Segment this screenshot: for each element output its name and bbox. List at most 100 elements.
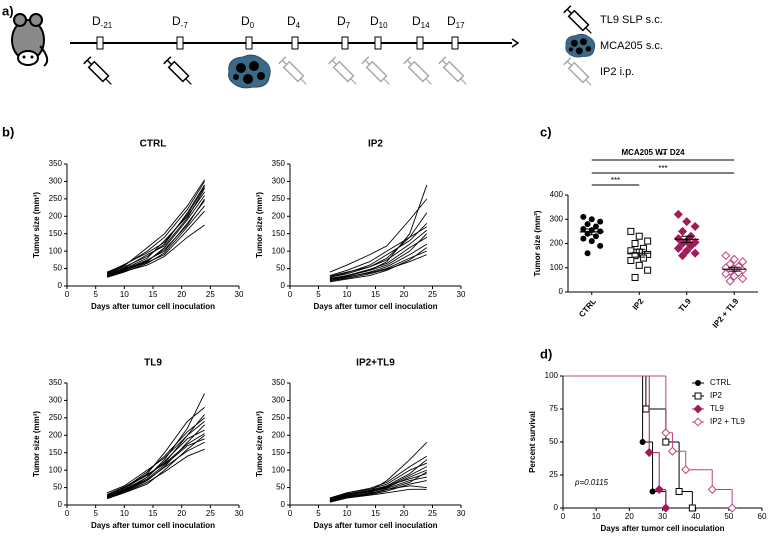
- day-label-sub: 7: [346, 21, 351, 30]
- marker: [682, 246, 692, 256]
- tumor-cell: [575, 47, 583, 55]
- y-tick-label: 100: [272, 246, 286, 255]
- legend-label: CTRL: [710, 378, 731, 387]
- x-tick-label: 40: [691, 512, 700, 521]
- day-label-base: D: [172, 14, 181, 28]
- growth-line: [106, 441, 205, 498]
- syringe-needle: [585, 27, 592, 34]
- legend-label: IP2 + TL9: [710, 417, 745, 426]
- syringe-plunger: [406, 59, 413, 66]
- marker: [694, 392, 702, 400]
- growth-line: [106, 393, 206, 499]
- x-tick-label: 5: [316, 290, 321, 299]
- syringe-needle: [185, 78, 192, 85]
- syringe-barrel: [87, 60, 110, 83]
- day-label-sub: -7: [181, 21, 189, 30]
- marker: [639, 254, 647, 262]
- panel-label: d): [540, 346, 552, 361]
- marker: [661, 503, 671, 513]
- syringe-plunger: [86, 59, 93, 66]
- marker: [644, 237, 652, 245]
- growth-line: [329, 222, 428, 278]
- day-label: D0: [241, 14, 255, 30]
- timeline-tick: [416, 36, 424, 50]
- marker: [597, 242, 604, 249]
- syringe-needle: [300, 78, 307, 85]
- y-tick-label: 300: [49, 177, 63, 186]
- chart-title: IP2: [368, 139, 383, 150]
- day-label-base: D: [337, 14, 346, 28]
- y-tick-label: 100: [545, 371, 559, 380]
- growth-line: [106, 414, 205, 495]
- marker: [686, 241, 696, 251]
- growth-line: [106, 420, 205, 494]
- tumor-cell: [236, 63, 246, 73]
- syringe-plunger: [166, 59, 173, 66]
- syringe-icon: [438, 56, 467, 85]
- day-label-base: D: [447, 14, 456, 28]
- y-axis-label: Percent survival: [528, 411, 537, 473]
- x-tick-label: 20: [625, 512, 634, 521]
- growth-line: [106, 417, 205, 496]
- syringe-plunger: [566, 60, 573, 67]
- marker: [738, 274, 748, 284]
- timeline-tick: [374, 36, 382, 50]
- y-tick-label: 250: [272, 413, 286, 422]
- significance-label: **: [660, 151, 666, 160]
- tumor-icon: [228, 54, 271, 89]
- x-tick-label: TL9: [677, 296, 693, 313]
- y-tick-label: 250: [49, 413, 63, 422]
- tumor-cell: [585, 46, 592, 52]
- marker: [693, 417, 703, 427]
- syringe-handle: [278, 56, 287, 65]
- syringe-handle: [361, 56, 370, 65]
- marker: [639, 244, 647, 252]
- marker: [584, 221, 591, 228]
- y-tick-label: 0: [559, 287, 564, 296]
- syringe-needle: [383, 78, 390, 85]
- y-tick-label: 100: [272, 465, 286, 474]
- mouse-icon: [11, 13, 49, 67]
- marker: [667, 446, 677, 456]
- y-axis-label: Tumor size (mm³): [32, 192, 41, 258]
- day-label: D10: [370, 14, 388, 30]
- marker: [727, 503, 737, 513]
- syringe-icon: [278, 56, 307, 85]
- syringe-plunger: [364, 59, 371, 66]
- growth-line: [329, 247, 428, 283]
- syringe-barrel: [407, 60, 430, 83]
- day-label-base: D: [241, 14, 250, 28]
- day-label-sub: 10: [379, 21, 388, 30]
- marker: [580, 225, 587, 232]
- syringe-handle: [163, 56, 172, 65]
- legend-label: IP2 i.p.: [600, 66, 634, 78]
- growth-line: [329, 476, 427, 500]
- timeline-arrow: [511, 38, 520, 48]
- syringe-plunger: [331, 59, 338, 66]
- x-tick-label: 10: [343, 290, 352, 299]
- syringe-icon: [563, 57, 592, 86]
- x-tick-label: 25: [206, 509, 215, 518]
- marker: [725, 276, 735, 286]
- y-tick-label: 300: [550, 214, 564, 223]
- y-tick-label: 350: [49, 159, 63, 168]
- growth-line: [329, 488, 427, 503]
- syringe-icon: [163, 56, 192, 85]
- x-tick-label: 25: [428, 509, 437, 518]
- marker: [588, 238, 595, 245]
- y-tick-label: 350: [272, 159, 286, 168]
- syringe-handle: [563, 57, 572, 66]
- day-label-sub: 4: [296, 21, 301, 30]
- y-tick-label: 75: [549, 404, 558, 413]
- syringe-barrel: [567, 9, 590, 32]
- x-tick-label: 5: [93, 290, 98, 299]
- growth-line: [329, 455, 428, 499]
- y-tick-label: 250: [49, 194, 63, 203]
- marker: [673, 243, 683, 253]
- syringe-icon: [328, 56, 357, 85]
- growth-line: [329, 229, 428, 277]
- x-tick-label: 15: [149, 290, 158, 299]
- marker: [597, 218, 604, 225]
- x-tick-label: 20: [400, 509, 409, 518]
